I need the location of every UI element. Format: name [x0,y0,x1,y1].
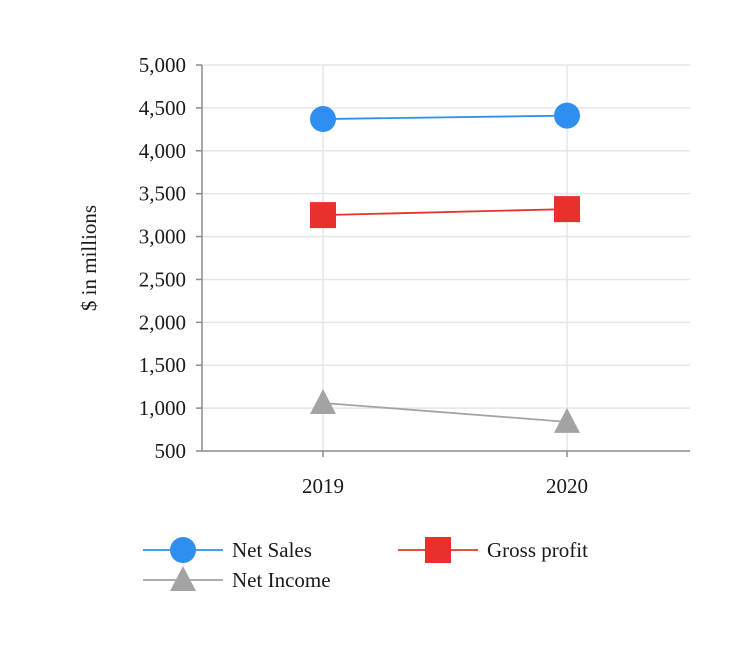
series-net-sales [310,102,580,133]
y-tick-label: 2,000 [139,310,186,334]
y-tick-label: 2,500 [139,267,186,291]
x-tick-labels: 2019 2020 [302,474,588,498]
x-tick-label: 2019 [302,474,344,498]
y-tick-label: 500 [155,439,187,463]
data-point-net-income [554,407,580,433]
series-line-net-sales [322,114,568,120]
y-tick-label: 1,000 [139,396,186,420]
y-tick-labels: 500 1,000 1,500 2,000 2,500 3,000 3,500 4,000 4,… [139,53,186,463]
data-point-gross-profit [554,196,580,223]
y-tick-label: 4,000 [139,139,186,163]
legend-label-net-income: Net Income [232,568,331,592]
axes [196,64,690,457]
series-line-net-income [322,402,568,423]
legend-marker-net-income [170,566,196,591]
legend-item-net-income: Net Income [143,566,331,592]
legend-label-net-sales: Net Sales [232,538,312,562]
legend: Net Sales Gross profit Net Income [143,537,588,592]
series-gross-profit [310,196,580,229]
data-point-net-sales [554,102,580,129]
legend-item-net-sales: Net Sales [143,537,312,563]
series [310,102,580,433]
data-point-net-income [310,388,336,414]
grid [202,64,690,451]
y-tick-label: 4,500 [139,96,186,120]
y-axis-title: $ in millions [77,205,101,311]
legend-item-gross-profit: Gross profit [398,537,588,563]
legend-marker-gross-profit [425,537,451,563]
legend-marker-net-sales [170,537,196,563]
series-net-income [310,388,580,433]
series-line-gross-profit [322,208,568,217]
y-tick-label: 5,000 [139,53,186,77]
data-point-net-sales [310,106,336,133]
legend-label-gross-profit: Gross profit [487,538,588,562]
y-tick-label: 3,000 [139,225,186,249]
x-tick-label: 2020 [546,474,588,498]
data-point-gross-profit [310,202,336,229]
y-tick-label: 1,500 [139,353,186,377]
y-tick-label: 3,500 [139,182,186,206]
